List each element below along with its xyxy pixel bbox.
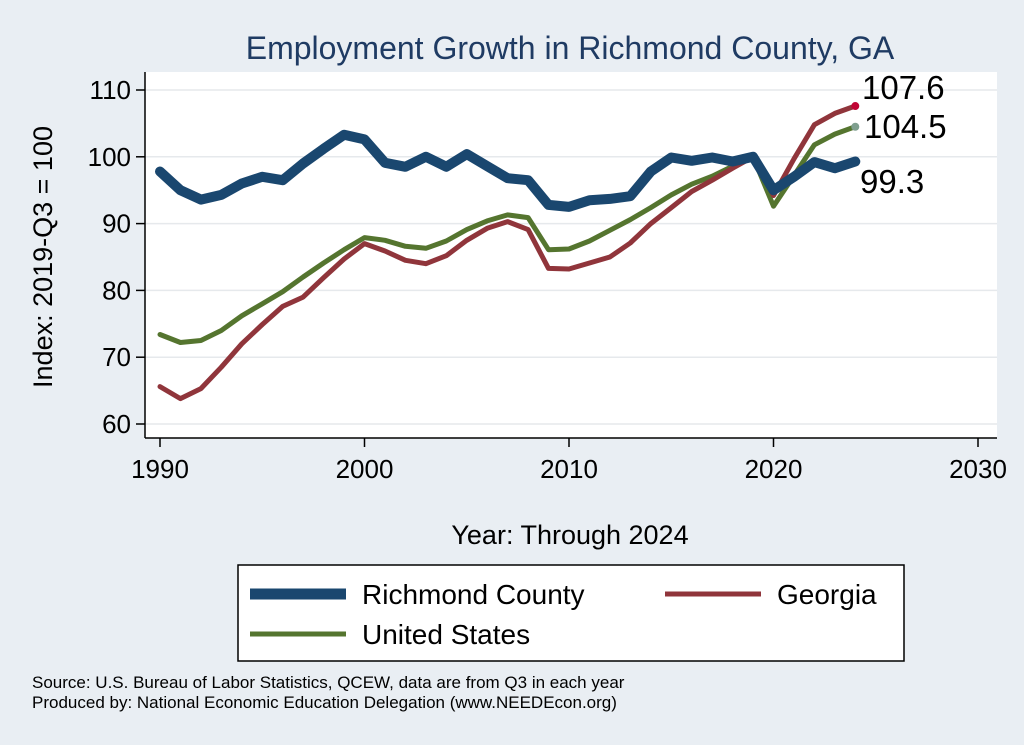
x-tick-label-2020: 2020 — [745, 454, 803, 484]
x-tick-label-2030: 2030 — [949, 454, 1007, 484]
legend-box — [237, 564, 905, 662]
y-tick-label-100: 100 — [88, 142, 131, 172]
x-tick-label-2010: 2010 — [540, 454, 598, 484]
y-tick-label-70: 70 — [102, 342, 131, 372]
y-axis-title: Index: 2019-Q3 = 100 — [28, 126, 58, 388]
y-tick-label-60: 60 — [102, 409, 131, 439]
legend-label-us: United States — [362, 619, 530, 650]
plot-area — [145, 72, 997, 438]
chart-title: Employment Growth in Richmond County, GA — [246, 30, 895, 66]
y-axis: 60 70 80 90 100 110 — [88, 72, 146, 439]
legend-label-georgia: Georgia — [777, 579, 877, 610]
end-label-georgia: 107.6 — [862, 69, 945, 106]
x-tick-label-1990: 1990 — [131, 454, 189, 484]
end-label-us: 104.5 — [864, 108, 947, 145]
x-tick-label-2000: 2000 — [336, 454, 394, 484]
end-marker-us — [851, 122, 860, 131]
end-marker-richmond — [851, 157, 860, 166]
x-axis-title: Year: Through 2024 — [451, 520, 688, 550]
end-label-richmond: 99.3 — [860, 163, 924, 200]
legend-label-richmond: Richmond County — [362, 579, 585, 610]
series-lines — [155, 103, 861, 402]
x-axis: 1990 2000 2010 2020 2030 — [131, 437, 1007, 484]
legend: Richmond County Georgia United States — [237, 564, 905, 662]
source-note: Source: U.S. Bureau of Labor Statistics,… — [32, 673, 625, 692]
y-tick-label-110: 110 — [90, 75, 131, 105]
series-line-richmond — [155, 129, 861, 212]
end-markers — [851, 102, 860, 166]
produced-note: Produced by: National Economic Education… — [32, 693, 617, 712]
y-tick-label-90: 90 — [102, 209, 131, 239]
end-marker-georgia — [851, 102, 860, 111]
y-tick-label-80: 80 — [102, 275, 131, 305]
